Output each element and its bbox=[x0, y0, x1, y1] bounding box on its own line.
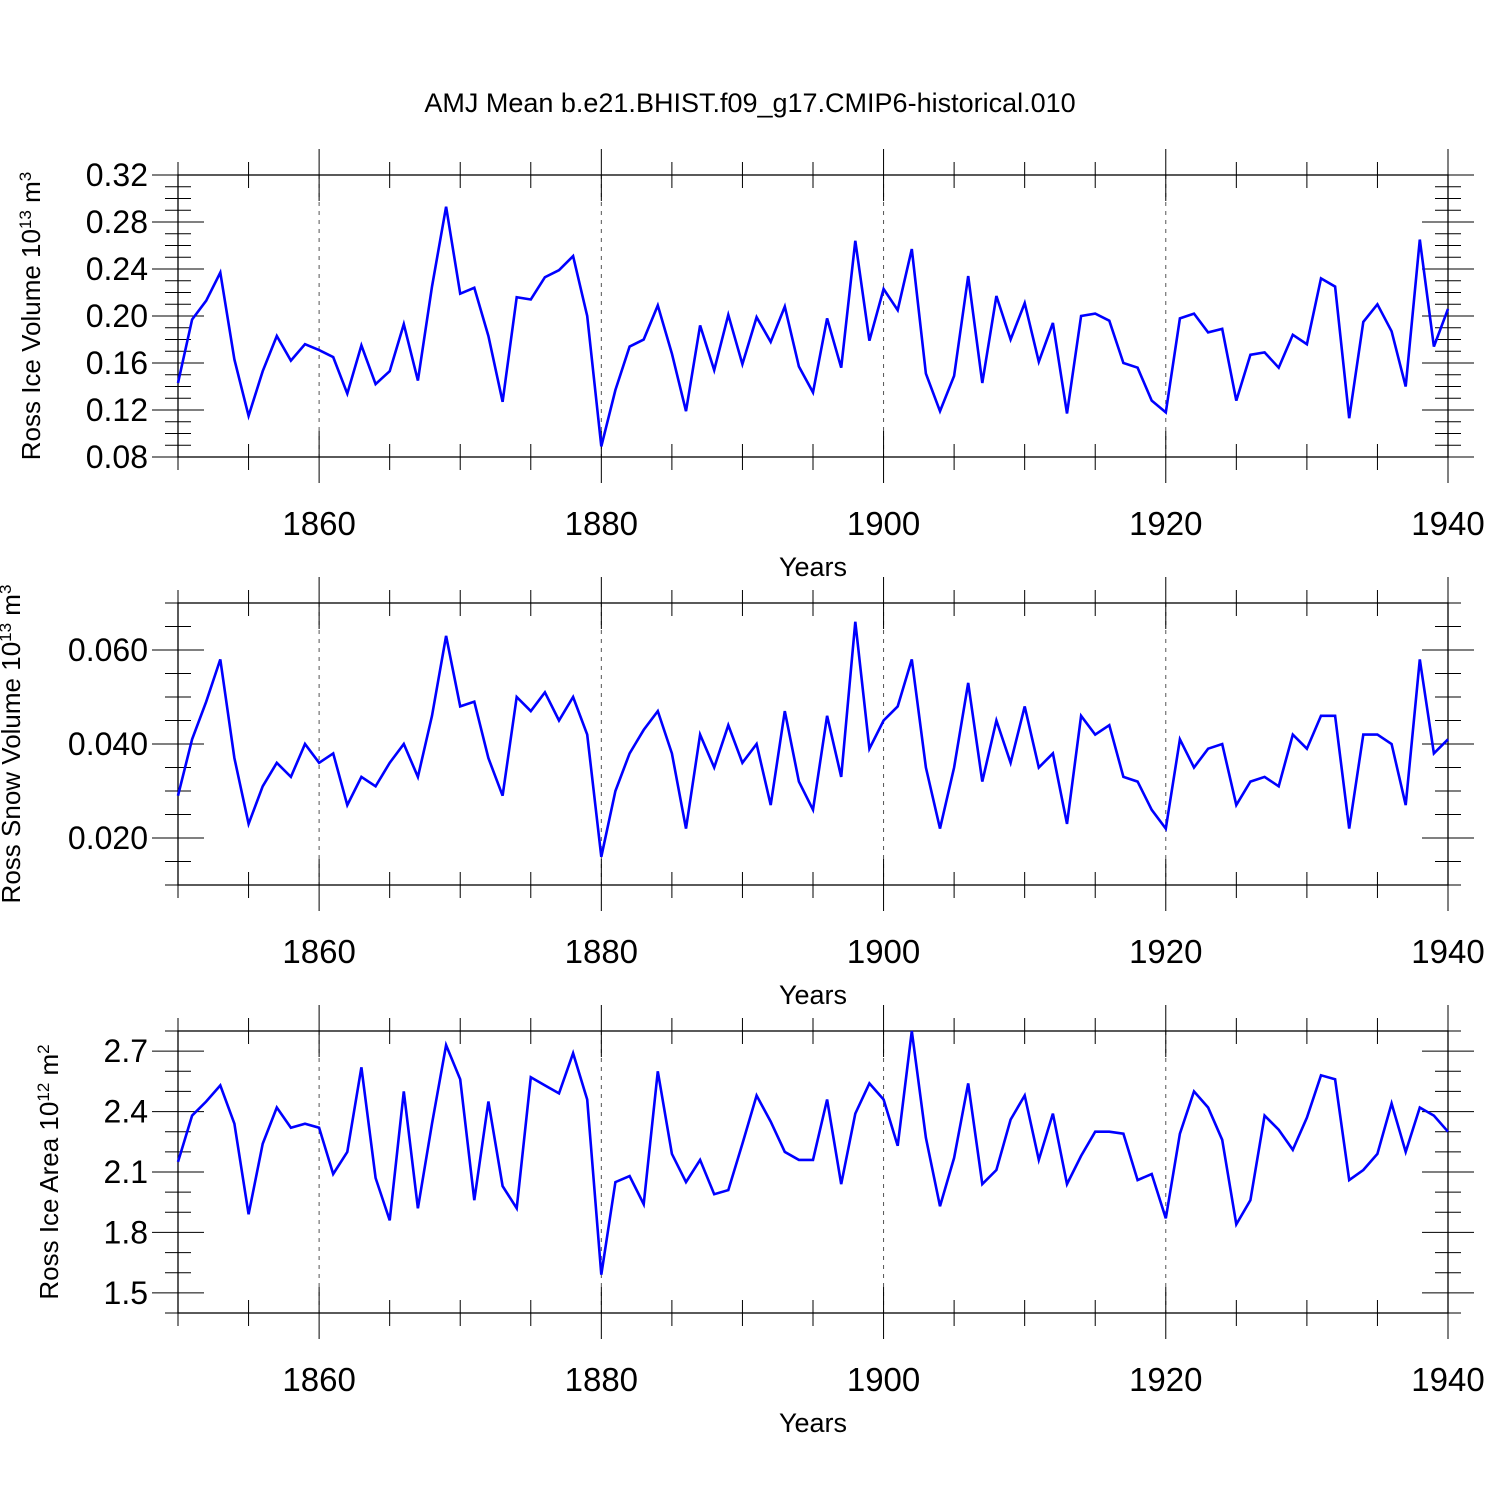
panel-ross-ice-volume: 0.08 0.12 0.16 0.20 0.24 0.28 0.32 1860 1880 1900… bbox=[16, 149, 1485, 582]
data-series-line bbox=[176, 621, 1449, 858]
data-series-line bbox=[176, 1030, 1449, 1275]
plot-frame bbox=[177, 602, 1449, 886]
y-tick-label: 1.5 bbox=[104, 1275, 148, 1311]
y-tick-label: 0.020 bbox=[68, 820, 148, 856]
y-tick-label: 0.16 bbox=[86, 345, 148, 381]
y-tick-label: 0.12 bbox=[86, 392, 148, 428]
x-tick-label: 1920 bbox=[1129, 933, 1202, 970]
x-tick-label: 1920 bbox=[1129, 1361, 1202, 1398]
x-tick-label: 1940 bbox=[1411, 505, 1484, 542]
panel-ross-ice-area: 1.5 1.8 2.1 2.4 2.7 1860 1880 1900 1920 1940 Years… bbox=[34, 1005, 1485, 1438]
x-tick-label: 1940 bbox=[1411, 1361, 1484, 1398]
x-tick-label: 1920 bbox=[1129, 505, 1202, 542]
y-tick-label: 2.4 bbox=[104, 1094, 148, 1130]
y-tick-label: 0.32 bbox=[86, 157, 148, 193]
x-tick-label: 1900 bbox=[847, 1361, 920, 1398]
x-tick-label: 1860 bbox=[282, 505, 355, 542]
y-tick-label: 2.7 bbox=[104, 1033, 148, 1069]
y-tick-label: 0.28 bbox=[86, 204, 148, 240]
x-axis-label: Years bbox=[779, 552, 847, 582]
y-tick-label: 0.060 bbox=[68, 632, 148, 668]
plot-frame bbox=[177, 174, 1449, 458]
y-axis-label: Ross Ice Volume 1013 m3 bbox=[16, 172, 47, 461]
y-axis-label: Ross Snow Volume 1013 m3 bbox=[0, 585, 26, 904]
x-tick-label: 1880 bbox=[565, 505, 638, 542]
x-axis-label: Years bbox=[779, 980, 847, 1010]
chart-title: AMJ Mean b.e21.BHIST.f09_g17.CMIP6-histo… bbox=[424, 88, 1075, 118]
panel-ross-snow-volume: 0.020 0.040 0.060 1860 1880 1900 1920 1940 Years… bbox=[0, 577, 1485, 1010]
x-tick-label: 1860 bbox=[282, 933, 355, 970]
plot-frame bbox=[177, 1030, 1449, 1314]
y-tick-label: 2.1 bbox=[104, 1154, 148, 1190]
y-tick-label: 0.24 bbox=[86, 251, 148, 287]
x-tick-label: 1900 bbox=[847, 505, 920, 542]
x-axis-label: Years bbox=[779, 1408, 847, 1438]
x-tick-label: 1940 bbox=[1411, 933, 1484, 970]
x-tick-label: 1880 bbox=[565, 1361, 638, 1398]
data-series-line bbox=[176, 206, 1450, 447]
x-tick-label: 1880 bbox=[565, 933, 638, 970]
y-axis-label: Ross Ice Area 1012 m2 bbox=[34, 1044, 65, 1299]
y-tick-label: 0.20 bbox=[86, 298, 148, 334]
x-tick-label: 1900 bbox=[847, 933, 920, 970]
x-tick-label: 1860 bbox=[282, 1361, 355, 1398]
y-tick-label: 0.040 bbox=[68, 726, 148, 762]
y-tick-label: 0.08 bbox=[86, 439, 148, 475]
y-tick-label: 1.8 bbox=[104, 1214, 148, 1250]
